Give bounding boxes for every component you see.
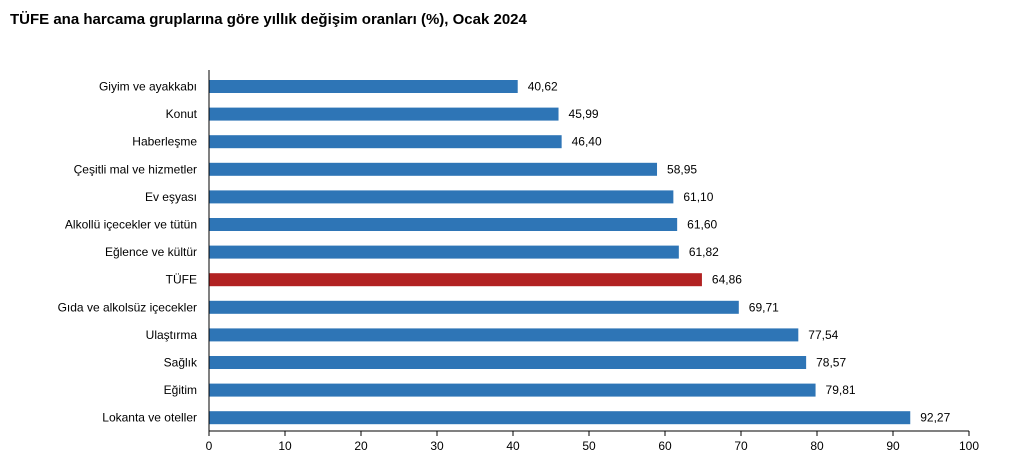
- data-label: 92,27: [920, 411, 950, 425]
- category-label: Ev eşyası: [145, 190, 197, 204]
- bar: [209, 218, 678, 231]
- data-label: 61,60: [687, 218, 717, 232]
- category-label: Konut: [166, 107, 198, 121]
- chart-title: TÜFE ana harcama gruplarına göre yıllık …: [10, 11, 527, 28]
- category-label: Haberleşme: [132, 135, 197, 149]
- x-tick-label: 50: [582, 439, 596, 453]
- x-tick-label: 90: [886, 439, 900, 453]
- data-label: 64,86: [712, 273, 742, 287]
- category-labels-layer: Giyim ve ayakkabı Konut Haberleşme Çeşitli …: [58, 80, 198, 425]
- x-tick-label: 60: [658, 439, 672, 453]
- data-label: 61,10: [683, 190, 713, 204]
- x-tick-label: 0: [206, 439, 213, 453]
- bar: [209, 383, 816, 397]
- bar: [209, 300, 739, 314]
- data-label: 78,57: [816, 356, 846, 370]
- category-label: Çeşitli mal ve hizmetler: [74, 162, 197, 176]
- x-tick-label: 30: [430, 439, 444, 453]
- bar: [209, 162, 658, 176]
- x-tick-label: 40: [506, 439, 520, 453]
- category-label: Eğlence ve kültür: [105, 245, 197, 259]
- x-tick-label: 80: [810, 439, 824, 453]
- data-label: 69,71: [749, 300, 779, 314]
- bar: [209, 245, 679, 259]
- bar: [209, 356, 807, 369]
- data-label: 77,54: [808, 328, 838, 342]
- category-label: Sağlık: [164, 356, 198, 370]
- category-label: TÜFE: [166, 273, 197, 287]
- data-label: 46,40: [572, 135, 602, 149]
- data-label: 45,99: [569, 107, 599, 121]
- x-axis: 0 10 20 30 40 50 60 70 80 90 100: [206, 70, 979, 453]
- data-label: 61,82: [689, 245, 719, 259]
- category-label: Lokanta ve oteller: [102, 411, 197, 425]
- category-label: Ulaştırma: [146, 328, 198, 342]
- x-tick-label: 100: [959, 439, 979, 453]
- bar-highlight: [209, 273, 702, 287]
- bar: [209, 328, 799, 342]
- bar: [209, 135, 562, 149]
- bar: [209, 411, 911, 425]
- category-label: Alkollü içecekler ve tütün: [65, 218, 197, 232]
- bar: [209, 190, 674, 204]
- bar: [209, 107, 559, 121]
- category-label: Gıda ve alkolsüz içecekler: [58, 300, 197, 314]
- bars-layer: [209, 80, 911, 425]
- category-label: Giyim ve ayakkabı: [99, 80, 197, 94]
- x-tick-label: 10: [278, 439, 292, 453]
- x-tick-label: 20: [354, 439, 368, 453]
- data-label: 58,95: [667, 162, 697, 176]
- bar: [209, 80, 518, 93]
- data-label: 40,62: [528, 80, 558, 94]
- data-label: 79,81: [826, 383, 856, 397]
- x-tick-label: 70: [734, 439, 748, 453]
- value-labels-layer: 40,62 45,99 46,40 58,95 61,10 61,60 61,82 64,86…: [528, 80, 951, 425]
- category-label: Eğitim: [164, 383, 197, 397]
